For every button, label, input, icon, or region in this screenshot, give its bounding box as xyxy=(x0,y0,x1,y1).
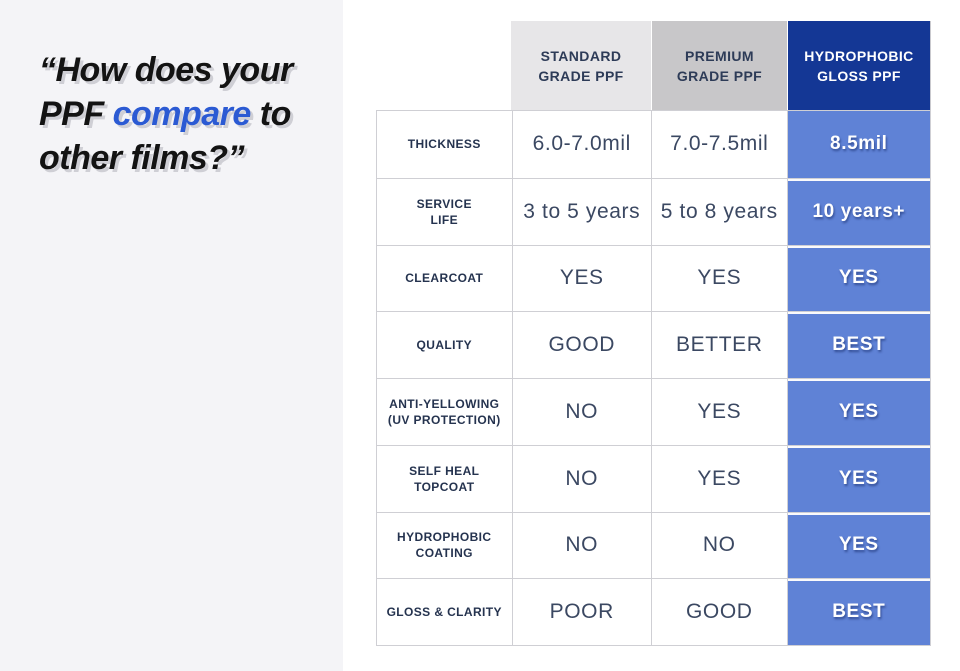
table-row-hydrophobic-coating: HYDROPHOBIC COATING NO NO YES xyxy=(377,511,931,579)
cell-hydrophobic: BEST xyxy=(786,579,931,645)
quote-line-2: PPF compare to xyxy=(39,95,291,133)
row-label: SELF HEAL TOPCOAT xyxy=(409,463,480,494)
table-body: THICKNESS 6.0-7.0mil 7.0-7.5mil 8.5mil S… xyxy=(376,110,931,646)
row-label: GLOSS & CLARITY xyxy=(386,605,502,620)
table-row-quality: QUALITY GOOD BETTER BEST xyxy=(377,311,931,378)
cell-hydrophobic: BEST xyxy=(786,312,931,378)
cell-hydrophobic: YES xyxy=(786,445,931,512)
cell-premium: 5 to 8 years xyxy=(651,178,787,245)
column-header-standard: STANDARD GRADE PPF xyxy=(511,21,651,110)
cell-premium: GOOD xyxy=(651,579,787,645)
row-label: CLEARCOAT xyxy=(405,271,484,286)
cell-standard: YES xyxy=(511,245,652,312)
row-label: HYDROPHOBIC COATING xyxy=(397,530,492,561)
cell-standard: NO xyxy=(511,445,652,512)
table-row-self-heal: SELF HEAL TOPCOAT NO YES YES xyxy=(377,444,931,512)
table-row-clearcoat: CLEARCOAT YES YES YES xyxy=(377,244,931,312)
row-label: QUALITY xyxy=(416,338,472,353)
cell-standard: 3 to 5 years xyxy=(511,178,652,245)
cell-hydrophobic: 8.5mil xyxy=(786,111,931,178)
quote-line-3: other films?” xyxy=(39,139,245,177)
row-label: THICKNESS xyxy=(407,137,481,152)
table-header-row: STANDARD GRADE PPF PREMIUM GRADE PPF HYD… xyxy=(511,21,931,110)
column-header-hydrophobic: HYDROPHOBIC GLOSS PPF xyxy=(787,21,931,110)
cell-hydrophobic: YES xyxy=(786,512,931,579)
table-row-thickness: THICKNESS 6.0-7.0mil 7.0-7.5mil 8.5mil xyxy=(377,111,931,178)
cell-premium: BETTER xyxy=(651,312,787,378)
cell-premium: YES xyxy=(651,245,787,312)
quote-line-1: “How does your xyxy=(39,51,293,89)
cell-premium: 7.0-7.5mil xyxy=(651,111,787,178)
cell-premium: NO xyxy=(651,512,787,579)
table-row-gloss-clarity: GLOSS & CLARITY POOR GOOD BEST xyxy=(377,578,931,645)
cell-standard: GOOD xyxy=(511,312,652,378)
ppf-comparison-table: STANDARD GRADE PPF PREMIUM GRADE PPF HYD… xyxy=(376,21,931,646)
cell-premium: YES xyxy=(651,445,787,512)
cell-premium: YES xyxy=(651,379,787,445)
row-label: SERVICE LIFE xyxy=(416,196,472,227)
cell-standard: 6.0-7.0mil xyxy=(511,111,652,178)
cell-hydrophobic: YES xyxy=(786,379,931,445)
row-label: ANTI-YELLOWING (UV PROTECTION) xyxy=(387,396,501,427)
column-header-premium: PREMIUM GRADE PPF xyxy=(651,21,787,110)
quote-panel: “How does your PPF compare to other film… xyxy=(0,0,343,671)
cell-standard: NO xyxy=(511,379,652,445)
headline-quote: “How does your PPF compare to other film… xyxy=(39,48,324,180)
table-row-anti-yellowing: ANTI-YELLOWING (UV PROTECTION) NO YES YE… xyxy=(377,378,931,445)
cell-standard: NO xyxy=(511,512,652,579)
quote-highlight: compare xyxy=(112,95,252,133)
table-row-service-life: SERVICE LIFE 3 to 5 years 5 to 8 years 1… xyxy=(377,177,931,245)
cell-hydrophobic: 10 years+ xyxy=(786,178,931,245)
cell-hydrophobic: YES xyxy=(786,245,931,312)
cell-standard: POOR xyxy=(511,579,652,645)
